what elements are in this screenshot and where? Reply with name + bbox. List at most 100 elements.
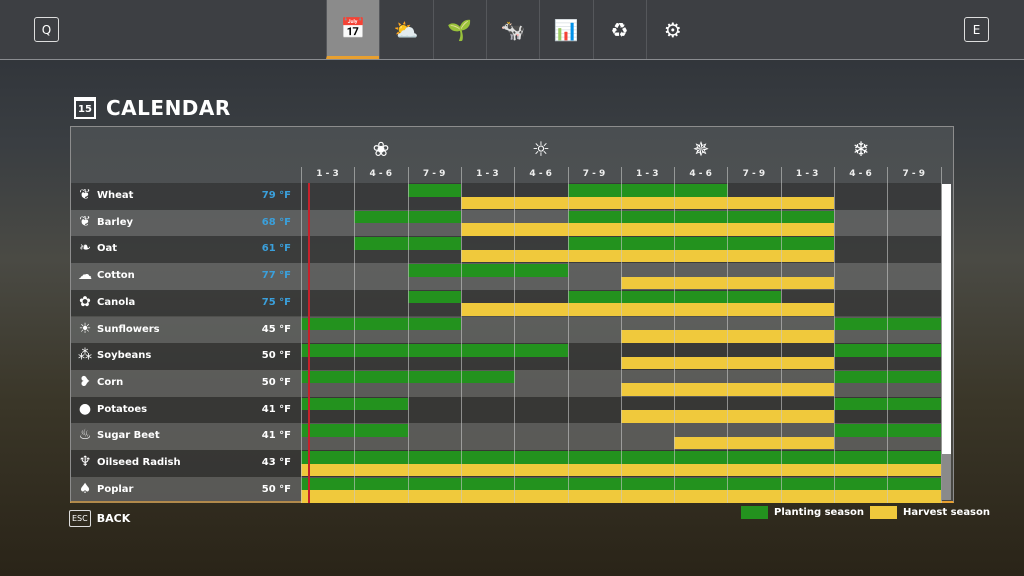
legend-harvest-swatch (870, 506, 898, 519)
harvest-bar (780, 383, 835, 396)
harvest-bar (727, 330, 782, 343)
harvest-bar (620, 223, 675, 236)
scrollbar-thumb[interactable] (942, 184, 951, 454)
tab-statistics[interactable]: 📊 (539, 0, 592, 59)
harvest-bar (727, 276, 782, 290)
planting-bar (354, 397, 409, 411)
crop-name: Sunflowers (97, 323, 160, 335)
grid-line (620, 167, 622, 504)
harvest-bar (780, 436, 835, 450)
crop-temperature: 50 °F (261, 483, 291, 495)
harvest-bar (567, 303, 622, 316)
planting-bar (354, 210, 409, 224)
planting-bar (727, 237, 782, 250)
harvest-bar (407, 463, 462, 477)
planting-bar (887, 344, 942, 357)
planting-bar (354, 237, 409, 250)
planting-bar (780, 237, 835, 250)
top-bar: Q 📅 ⛅ 🌱 🐄 📊 ♻ ⚙ E (0, 0, 1024, 60)
harvest-bar (301, 490, 355, 503)
planting-bar (301, 397, 355, 411)
planting-bar (460, 477, 515, 491)
crop-row: ♠ Poplar 50 °F (71, 476, 942, 504)
harvest-bar (727, 249, 782, 263)
harvest-bar (674, 223, 728, 236)
scrollbar[interactable] (942, 184, 951, 500)
next-tab-key-e[interactable]: E (964, 17, 989, 42)
crop-temperature: 41 °F (261, 403, 291, 415)
planting-bar (567, 477, 622, 491)
harvest-bar (780, 410, 835, 423)
grid-line (727, 167, 729, 504)
harvest-bar (354, 490, 409, 503)
tab-cycle[interactable]: ♻ (592, 0, 646, 59)
cotton-icon: ☁ (78, 267, 92, 284)
harvest-bar (887, 463, 942, 477)
crop-name: Potatoes (97, 403, 148, 415)
page-title: 15 CALENDAR (74, 96, 231, 120)
crop-row: ♆ Oilseed Radish 43 °F (71, 450, 942, 477)
planting-bar (620, 477, 675, 491)
harvest-bar (674, 303, 728, 316)
harvest-bar (407, 490, 462, 503)
tab-calendar[interactable]: 📅 (326, 0, 379, 59)
harvest-bar (887, 490, 942, 503)
planting-bar (727, 210, 782, 224)
harvest-bar (620, 490, 675, 503)
period-label: 7 - 9 (582, 169, 606, 179)
planting-bar (834, 370, 888, 384)
prev-tab-key-q[interactable]: Q (34, 17, 59, 42)
crop-name: Barley (97, 216, 134, 228)
crop-row: ♨ Sugar Beet 41 °F (71, 423, 942, 450)
crop-temperature: 41 °F (261, 430, 291, 442)
planting-bar (834, 397, 888, 411)
planting-bar (834, 344, 888, 357)
planting-bar (834, 317, 888, 330)
harvest-bar (567, 463, 622, 477)
harvest-bar (780, 490, 835, 503)
harvest-bar (674, 490, 728, 503)
back-button[interactable]: ESC BACK (69, 510, 130, 527)
legend-planting-label: Planting season (774, 507, 865, 518)
harvest-bar (514, 196, 568, 210)
crop-name: Corn (97, 376, 124, 388)
planting-bar (887, 424, 942, 437)
tab-settings[interactable]: ⚙ (645, 0, 699, 59)
harvest-bar (674, 249, 728, 263)
planting-bar (567, 237, 622, 250)
planting-bar (514, 344, 568, 357)
potato-icon: ● (78, 400, 92, 417)
grid-line (780, 167, 782, 504)
planting-bar (727, 290, 782, 304)
season-autumn-icon: ✵ (692, 137, 710, 161)
tab-seedling[interactable]: 🌱 (432, 0, 486, 59)
legend-harvest-label: Harvest season (903, 507, 991, 518)
harvest-bar (567, 196, 622, 210)
tab-cow[interactable]: 🐄 (485, 0, 539, 59)
crop-temperature: 77 °F (261, 270, 291, 282)
cow-icon: 🐄 (500, 17, 526, 42)
harvest-bar (460, 249, 515, 263)
poplar-icon: ♠ (78, 480, 92, 497)
planting-bar (567, 290, 622, 304)
harvest-bar (834, 490, 888, 503)
planting-bar (407, 184, 462, 197)
wheat-icon: ❦ (79, 187, 91, 203)
harvest-bar (301, 463, 355, 477)
crop-row: ❦ Barley 68 °F (71, 209, 941, 237)
crop-row: ❦ Wheat 79 °F (71, 183, 941, 210)
harvest-bar (567, 490, 622, 503)
harvest-bar (620, 356, 675, 370)
harvest-bar (460, 490, 515, 503)
crop-name: Wheat (97, 190, 134, 201)
planting-bar (620, 237, 675, 250)
tab-weather[interactable]: ⛅ (379, 0, 432, 59)
planting-bar (407, 344, 462, 357)
planting-bar (674, 237, 728, 250)
crop-row: ✿ Canola 75 °F (71, 289, 941, 317)
harvest-bar (514, 249, 568, 263)
harvest-bar (727, 410, 782, 423)
planting-bar (567, 210, 622, 224)
crop-row: ☀ Sunflowers 45 °F (71, 316, 942, 344)
calendar-table: ❀ ☼ ✵ ❄ 1 - 3 4 - 6 7 - 9 1 - 3 4 - 6 7 - 9 1 - 3 4… (70, 126, 954, 504)
